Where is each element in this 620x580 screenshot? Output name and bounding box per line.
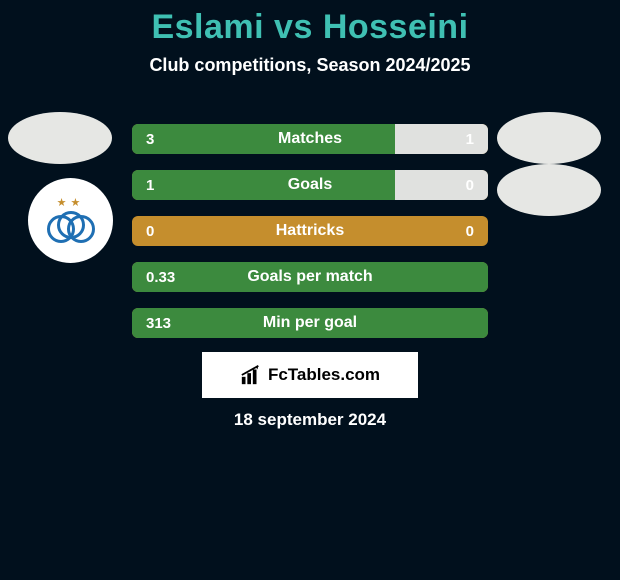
stat-label: Hattricks: [132, 216, 488, 246]
player1-club-logo: ★★: [28, 178, 113, 263]
player2-avatar-ellipse: [497, 112, 601, 164]
page-title: Eslami vs Hosseini: [0, 0, 620, 47]
player2-club-ellipse: [497, 164, 601, 216]
club-stars-icon: ★★: [57, 196, 85, 209]
bar-chart-icon: [240, 364, 262, 386]
stat-row: 31Matches: [132, 124, 488, 154]
stat-row: 00Hattricks: [132, 216, 488, 246]
brand-text: FcTables.com: [268, 365, 380, 385]
player1-name: Eslami: [151, 8, 264, 46]
player2-name: Hosseini: [323, 8, 469, 46]
player1-avatar-ellipse: [8, 112, 112, 164]
comparison-infographic: Eslami vs Hosseini Club competitions, Se…: [0, 0, 620, 580]
stat-label: Matches: [132, 124, 488, 154]
subtitle: Club competitions, Season 2024/2025: [0, 55, 620, 76]
brand-badge: FcTables.com: [202, 352, 418, 398]
vs-separator: vs: [264, 8, 323, 46]
date-text: 18 september 2024: [0, 410, 620, 430]
stat-row: 313Min per goal: [132, 308, 488, 338]
stat-label: Goals per match: [132, 262, 488, 292]
stat-label: Goals: [132, 170, 488, 200]
stat-row: 10Goals: [132, 170, 488, 200]
club-rings-icon: [47, 211, 95, 245]
stat-label: Min per goal: [132, 308, 488, 338]
stats-bars: 31Matches 10Goals 00Hattricks 0.33Goals per…: [132, 124, 488, 354]
stat-row: 0.33Goals per match: [132, 262, 488, 292]
